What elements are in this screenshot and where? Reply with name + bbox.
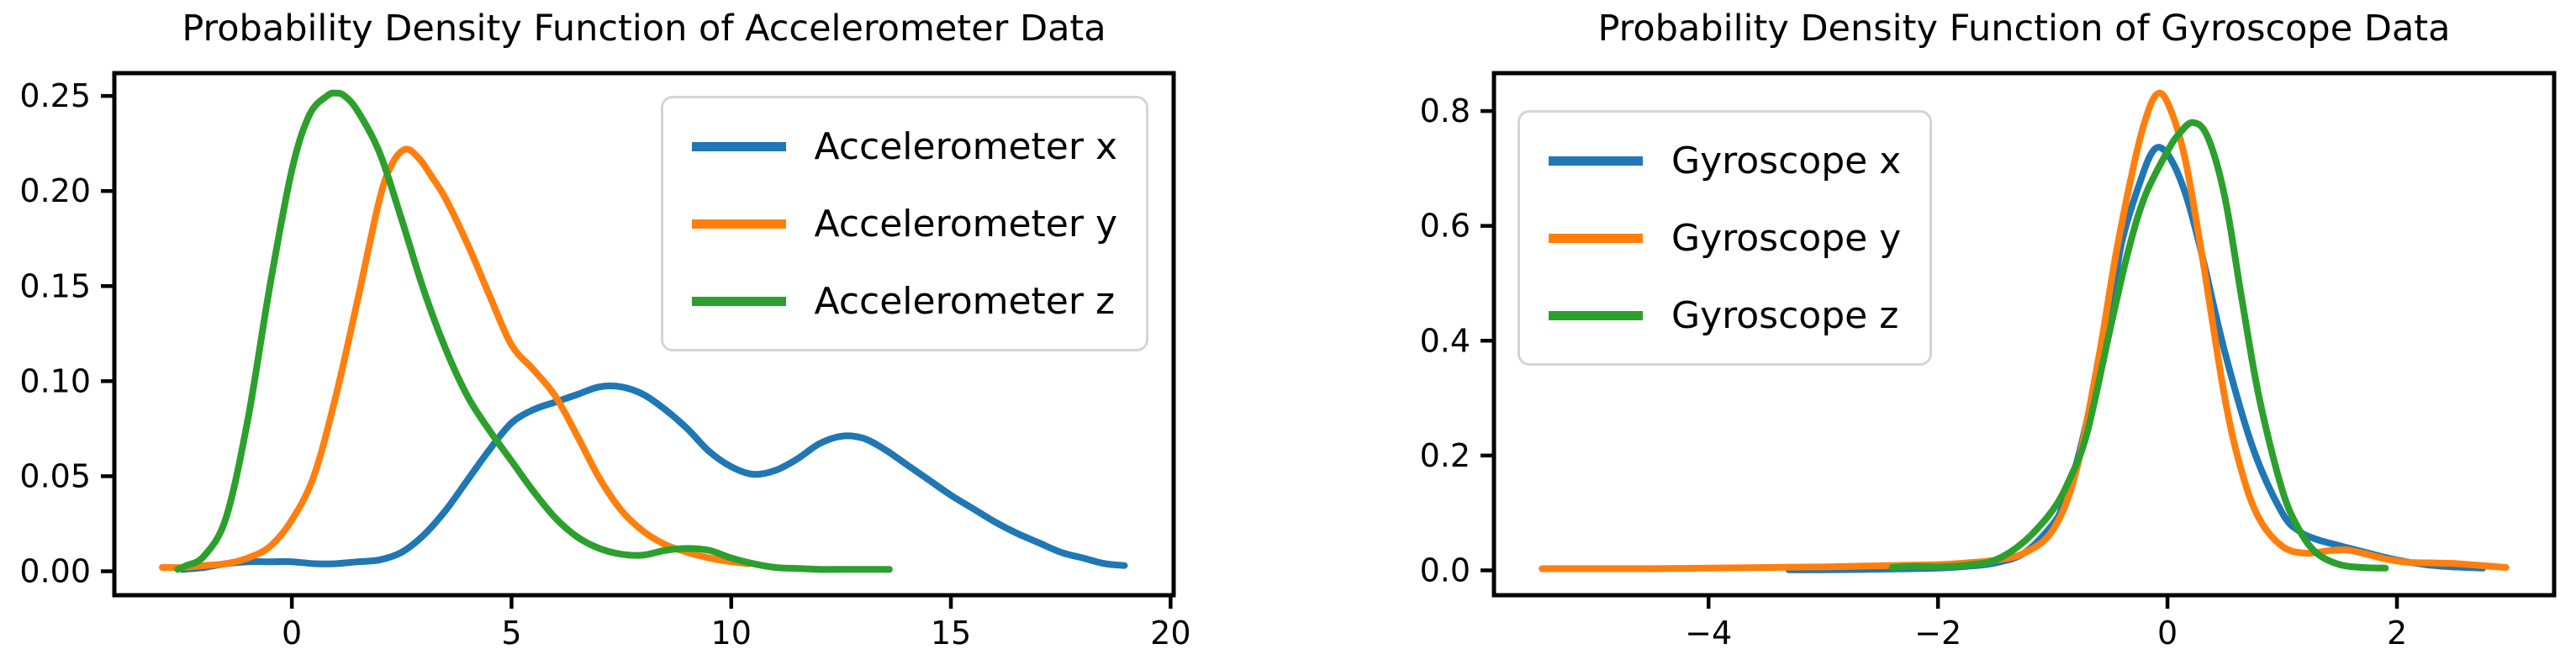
legend-line-swatch	[691, 296, 786, 306]
y-tick-label: 0.05	[19, 457, 91, 494]
y-tick-label: 0.25	[19, 77, 91, 114]
y-tick-label: 0.8	[1420, 92, 1470, 129]
x-tick-label: 5	[501, 615, 521, 652]
legend-line-swatch	[691, 219, 786, 229]
legend-label: Gyroscope x	[1671, 139, 1902, 182]
legend-entry-accelerometer-x: Accelerometer x	[691, 120, 1118, 172]
legend-line-swatch	[1549, 233, 1643, 243]
y-tick-label: 0.2	[1420, 437, 1470, 474]
legend-line-swatch	[691, 141, 786, 151]
y-tick-label: 0.6	[1420, 208, 1470, 245]
gyroscope-legend: Gyroscope x Gyroscope y Gyroscope z	[1518, 110, 1933, 366]
series-line-accelerometer-x	[178, 383, 1128, 573]
x-tick-label: 2	[2387, 615, 2407, 652]
y-tick-label: 0.00	[19, 553, 91, 590]
x-tick-label: 0	[2157, 615, 2177, 652]
series-line-accelerometer-y	[158, 145, 752, 572]
legend-line-swatch	[1549, 156, 1643, 166]
legend-entry-gyroscope-x: Gyroscope x	[1549, 135, 1901, 187]
x-tick-label: 10	[711, 615, 752, 652]
legend-label: Accelerometer z	[814, 279, 1116, 323]
axes-frame	[112, 71, 1176, 598]
legend-label: Gyroscope z	[1671, 293, 1899, 337]
series-line-gyroscope-z	[1888, 119, 2389, 572]
legend-label: Gyroscope y	[1671, 216, 1902, 260]
legend-entry-accelerometer-y: Accelerometer y	[691, 198, 1118, 250]
series-line-gyroscope-y	[1539, 89, 2510, 573]
x-tick-label: −4	[1685, 615, 1732, 652]
x-tick-label: −2	[1914, 615, 1961, 652]
x-tick-label: 0	[282, 615, 302, 652]
series-line-accelerometer-z	[174, 89, 893, 573]
y-tick-label: 0.0	[1420, 552, 1470, 588]
gyroscope-chart-title: Probability Density Function of Gyroscop…	[1597, 8, 2451, 50]
x-tick-label: 20	[1150, 615, 1190, 652]
legend-label: Accelerometer y	[814, 202, 1118, 245]
legend-entry-accelerometer-z: Accelerometer z	[691, 275, 1118, 327]
y-tick-label: 0.15	[19, 267, 91, 304]
accelerometer-legend: Accelerometer x Accelerometer y Accelerome…	[660, 96, 1148, 351]
axes-frame	[1491, 71, 2557, 598]
y-tick-label: 0.4	[1420, 322, 1470, 359]
accelerometer-chart-title: Probability Density Function of Accelero…	[182, 8, 1106, 50]
legend-entry-gyroscope-z: Gyroscope z	[1549, 289, 1901, 341]
legend-entry-gyroscope-y: Gyroscope y	[1549, 212, 1901, 264]
y-tick-label: 0.20	[19, 172, 91, 209]
x-tick-label: 15	[931, 615, 971, 652]
legend-line-swatch	[1549, 310, 1643, 320]
legend-label: Accelerometer x	[814, 124, 1118, 168]
y-tick-label: 0.10	[19, 362, 91, 399]
